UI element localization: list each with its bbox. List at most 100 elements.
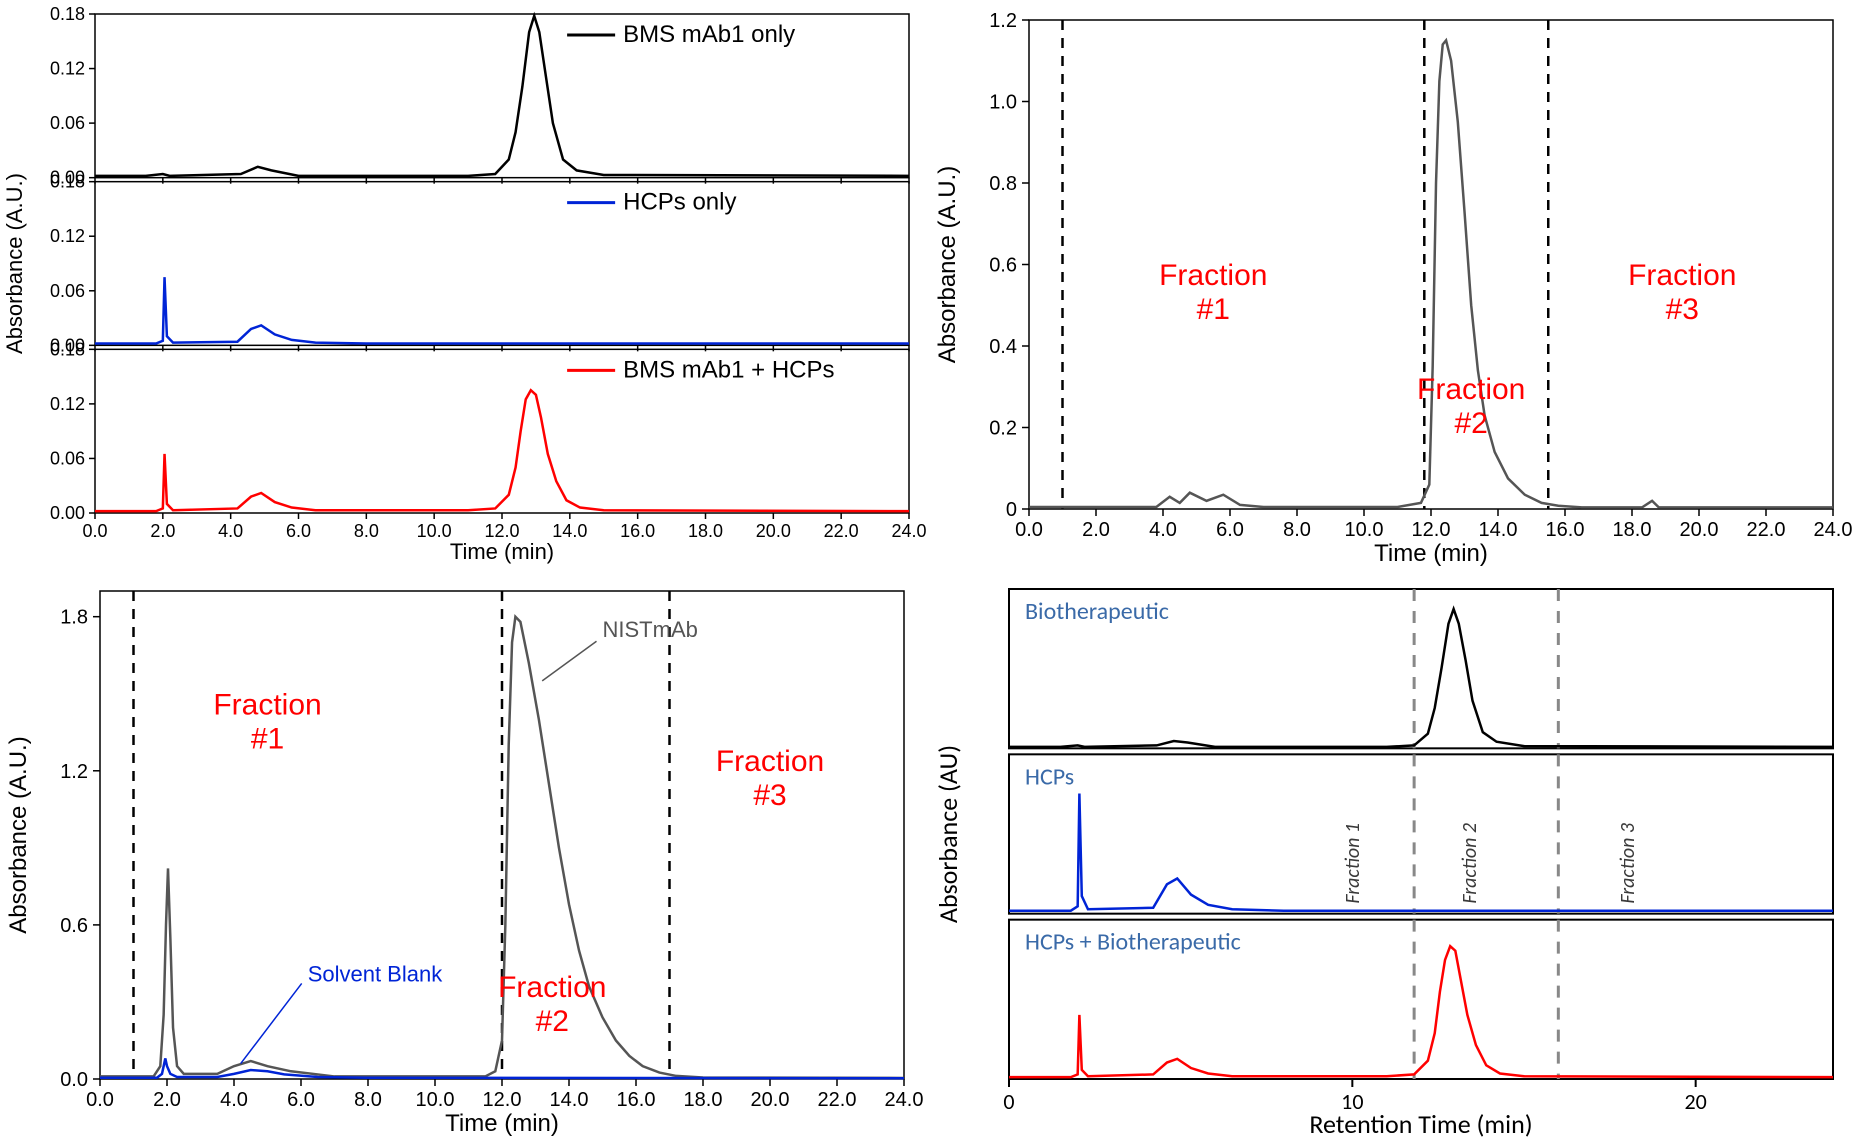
- fraction-label: Fraction: [498, 971, 606, 1004]
- svg-text:0.06: 0.06: [50, 113, 85, 133]
- svg-text:0.0: 0.0: [60, 1069, 88, 1091]
- panel-b-single-chromatogram-fractions: 0.0 2.0 4.0 6.0 8.0 10.0 12.0 14.0 16.0 18.0 20.0 2…: [929, 0, 1858, 571]
- fraction-label: #2: [1455, 407, 1488, 440]
- svg-text:8.0: 8.0: [354, 521, 379, 541]
- svg-text:12.0: 12.0: [484, 521, 519, 541]
- fraction-label: #2: [536, 1005, 569, 1038]
- svg-text:0.4: 0.4: [989, 336, 1017, 358]
- chromatogram-trace: [1009, 946, 1833, 1077]
- panel-d-wrapper: Biotherapeutic HCPs Fraction 1 Fraction 2 Fr…: [929, 571, 1858, 1141]
- svg-text:4.0: 4.0: [1149, 519, 1177, 541]
- svg-text:14.0: 14.0: [1479, 519, 1518, 541]
- svg-text:0.06: 0.06: [50, 448, 85, 468]
- svg-text:0.6: 0.6: [989, 255, 1017, 277]
- fraction-label: Fraction: [213, 688, 321, 721]
- svg-text:10.0: 10.0: [416, 1089, 455, 1111]
- svg-text:2.0: 2.0: [153, 1089, 181, 1111]
- fraction-label: Fraction 1: [1341, 823, 1365, 904]
- solvent-blank-label: Solvent Blank: [308, 961, 444, 986]
- panel-a-three-chromatograms: 0.000.060.120.18BMS mAb1 only0.000.060.1…: [0, 0, 929, 571]
- svg-text:1.0: 1.0: [989, 92, 1017, 114]
- svg-text:0.12: 0.12: [50, 59, 85, 79]
- x-axis-label: Time (min): [1374, 540, 1488, 567]
- svg-text:20.0: 20.0: [1680, 519, 1719, 541]
- svg-text:18.0: 18.0: [684, 1089, 723, 1111]
- svg-text:0: 0: [1003, 1088, 1014, 1115]
- svg-text:2.0: 2.0: [150, 521, 175, 541]
- legend-label: BMS mAb1 + HCPs: [623, 356, 834, 383]
- fraction-label: #1: [1197, 293, 1230, 326]
- svg-text:1.8: 1.8: [60, 607, 88, 629]
- svg-text:6.0: 6.0: [287, 1089, 315, 1111]
- svg-text:1.2: 1.2: [989, 10, 1017, 32]
- y-axis-label: Absorbance (A.U.): [5, 736, 32, 933]
- svg-text:18.0: 18.0: [688, 521, 723, 541]
- svg-text:1.2: 1.2: [60, 761, 88, 783]
- svg-text:8.0: 8.0: [354, 1089, 382, 1111]
- nistmab-label: NISTmAb: [603, 617, 698, 642]
- x-axis-label: Retention Time (min): [1309, 1108, 1532, 1140]
- y-axis-label: Absorbance (AU): [932, 745, 964, 923]
- svg-text:0.00: 0.00: [50, 503, 85, 523]
- svg-text:24.0: 24.0: [1814, 519, 1853, 541]
- x-axis-label: Time (min): [445, 1110, 559, 1137]
- svg-text:22.0: 22.0: [1747, 519, 1786, 541]
- svg-text:16.0: 16.0: [1546, 519, 1585, 541]
- fraction-label: #1: [251, 722, 284, 755]
- svg-text:16.0: 16.0: [617, 1089, 656, 1111]
- svg-text:0.8: 0.8: [989, 173, 1017, 195]
- svg-text:0.0: 0.0: [1015, 519, 1043, 541]
- y-axis-label: Absorbance (A.U.): [2, 173, 27, 354]
- fraction-label: Fraction: [1417, 373, 1525, 406]
- legend-label: HCPs only: [623, 189, 736, 216]
- panel-c-wrapper: 0.02.04.06.08.010.012.014.016.018.020.02…: [0, 571, 929, 1141]
- fraction-label: Fraction: [716, 745, 824, 778]
- svg-text:24.0: 24.0: [885, 1089, 924, 1111]
- svg-text:0: 0: [1006, 499, 1017, 521]
- chromatogram-trace: [1009, 793, 1833, 910]
- svg-text:2.0: 2.0: [1082, 519, 1110, 541]
- chromatogram-trace: [1009, 609, 1833, 747]
- svg-text:0.2: 0.2: [989, 418, 1017, 440]
- chromatogram-trace: [95, 390, 909, 511]
- fraction-label: Fraction: [1628, 259, 1736, 292]
- svg-text:10.0: 10.0: [417, 521, 452, 541]
- svg-text:8.0: 8.0: [1283, 519, 1311, 541]
- fraction-label: Fraction: [1159, 259, 1267, 292]
- fraction-label: Fraction 3: [1616, 822, 1640, 904]
- fraction-label: #3: [1666, 293, 1699, 326]
- svg-text:10.0: 10.0: [1345, 519, 1384, 541]
- svg-text:0.0: 0.0: [82, 521, 107, 541]
- svg-text:18.0: 18.0: [1613, 519, 1652, 541]
- svg-text:20.0: 20.0: [751, 1089, 790, 1111]
- svg-text:12.0: 12.0: [1412, 519, 1451, 541]
- svg-text:0.18: 0.18: [50, 4, 85, 24]
- svg-text:0.12: 0.12: [50, 394, 85, 414]
- svg-text:0.0: 0.0: [86, 1089, 114, 1111]
- legend-label: BMS mAb1 only: [623, 21, 795, 48]
- svg-text:24.0: 24.0: [891, 521, 926, 541]
- svg-text:0.6: 0.6: [60, 915, 88, 937]
- svg-text:14.0: 14.0: [550, 1089, 589, 1111]
- svg-text:4.0: 4.0: [218, 521, 243, 541]
- subplot-title: HCPs: [1025, 762, 1074, 791]
- svg-text:6.0: 6.0: [1216, 519, 1244, 541]
- chromatogram-trace: [95, 277, 909, 343]
- subplot-title: Biotherapeutic: [1025, 597, 1169, 626]
- svg-text:0.18: 0.18: [50, 172, 85, 192]
- svg-text:14.0: 14.0: [552, 521, 587, 541]
- fraction-label: #3: [753, 779, 786, 812]
- svg-text:20.0: 20.0: [756, 521, 791, 541]
- svg-text:20: 20: [1685, 1088, 1707, 1115]
- subplot-title: HCPs + Biotherapeutic: [1025, 928, 1241, 957]
- svg-text:0.18: 0.18: [50, 339, 85, 359]
- svg-text:6.0: 6.0: [286, 521, 311, 541]
- svg-text:16.0: 16.0: [620, 521, 655, 541]
- svg-text:12.0: 12.0: [483, 1089, 522, 1111]
- x-axis-label: Time (min): [450, 539, 554, 564]
- svg-text:22.0: 22.0: [818, 1089, 857, 1111]
- panel-d-three-chromatograms-fractions: Biotherapeutic HCPs Fraction 1 Fraction 2 Fr…: [929, 571, 1858, 1141]
- y-axis-label: Absorbance (A.U.): [934, 166, 961, 363]
- fraction-label: Fraction 2: [1458, 823, 1482, 904]
- svg-text:0.06: 0.06: [50, 281, 85, 301]
